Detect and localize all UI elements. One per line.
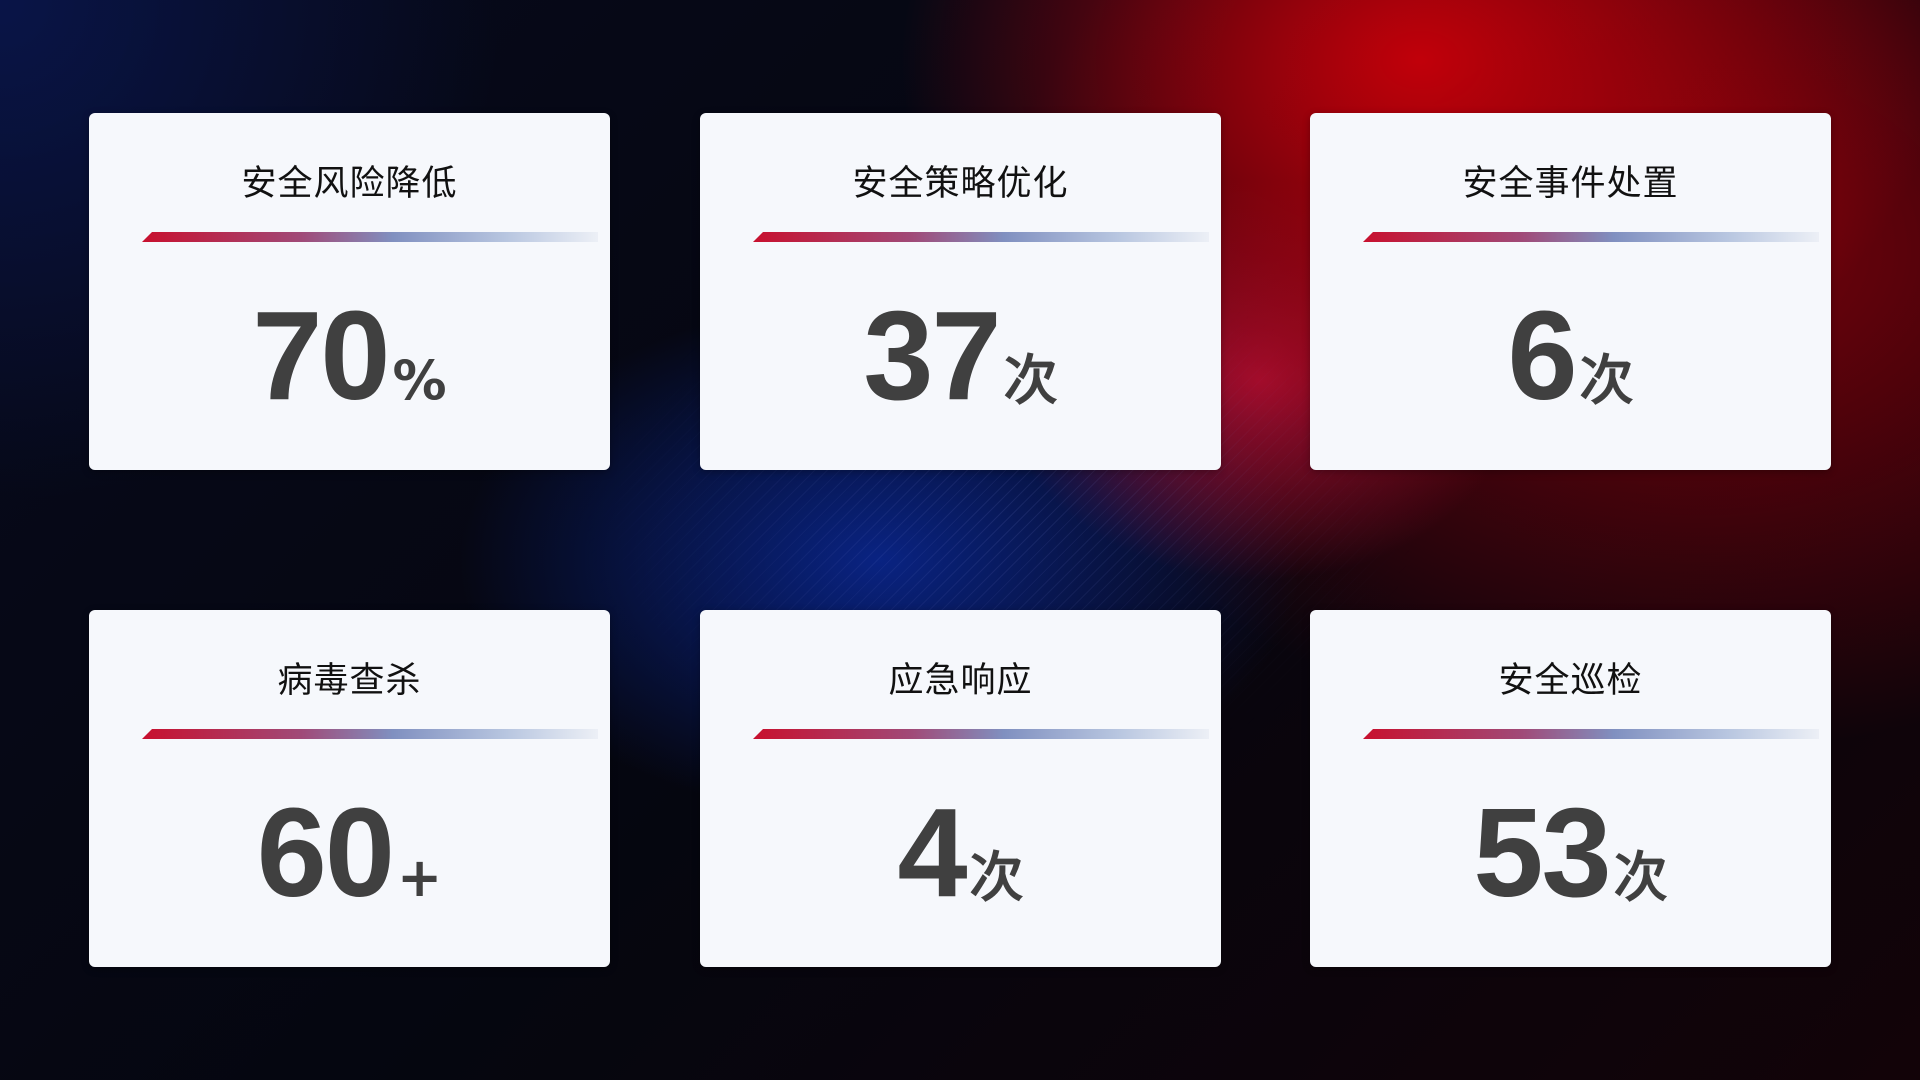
value-number: 60 [256, 782, 395, 923]
stat-card-incident-handling: 安全事件处置 6次 [1310, 113, 1831, 470]
value-unit: 次 [1579, 349, 1634, 412]
card-title: 安全策略优化 [852, 164, 1069, 204]
card-title: 安全巡检 [1498, 661, 1643, 701]
gradient-divider [753, 729, 1209, 739]
card-value: 70% [89, 283, 610, 428]
value-unit: 次 [969, 846, 1024, 909]
gradient-divider [753, 232, 1209, 242]
stat-card-emergency-response: 应急响应 4次 [700, 610, 1221, 967]
stat-card-risk-reduction: 安全风险降低 70% [89, 113, 610, 470]
stat-card-virus-removal: 病毒查杀 60+ [89, 610, 610, 967]
card-value: 60+ [89, 780, 610, 925]
stat-card-policy-optimization: 安全策略优化 37次 [700, 113, 1221, 470]
card-title: 应急响应 [888, 661, 1033, 701]
value-number: 6 [1507, 285, 1577, 426]
value-unit: % [392, 349, 447, 412]
card-title: 病毒查杀 [277, 661, 422, 701]
value-number: 53 [1473, 782, 1611, 923]
value-unit: 次 [1613, 846, 1668, 909]
gradient-divider [1363, 232, 1819, 242]
card-value: 4次 [700, 780, 1221, 925]
value-number: 70 [252, 285, 390, 426]
gradient-divider [1363, 729, 1819, 739]
value-unit: 次 [1003, 349, 1058, 412]
card-value: 6次 [1310, 283, 1831, 428]
value-number: 37 [863, 285, 1001, 426]
value-unit: + [396, 846, 443, 909]
card-value: 37次 [700, 283, 1221, 428]
gradient-divider [142, 232, 598, 242]
value-number: 4 [897, 782, 967, 923]
gradient-divider [142, 729, 598, 739]
card-title: 安全风险降低 [241, 164, 458, 204]
card-title: 安全事件处置 [1462, 164, 1679, 204]
stat-card-security-inspection: 安全巡检 53次 [1310, 610, 1831, 967]
card-value: 53次 [1310, 780, 1831, 925]
